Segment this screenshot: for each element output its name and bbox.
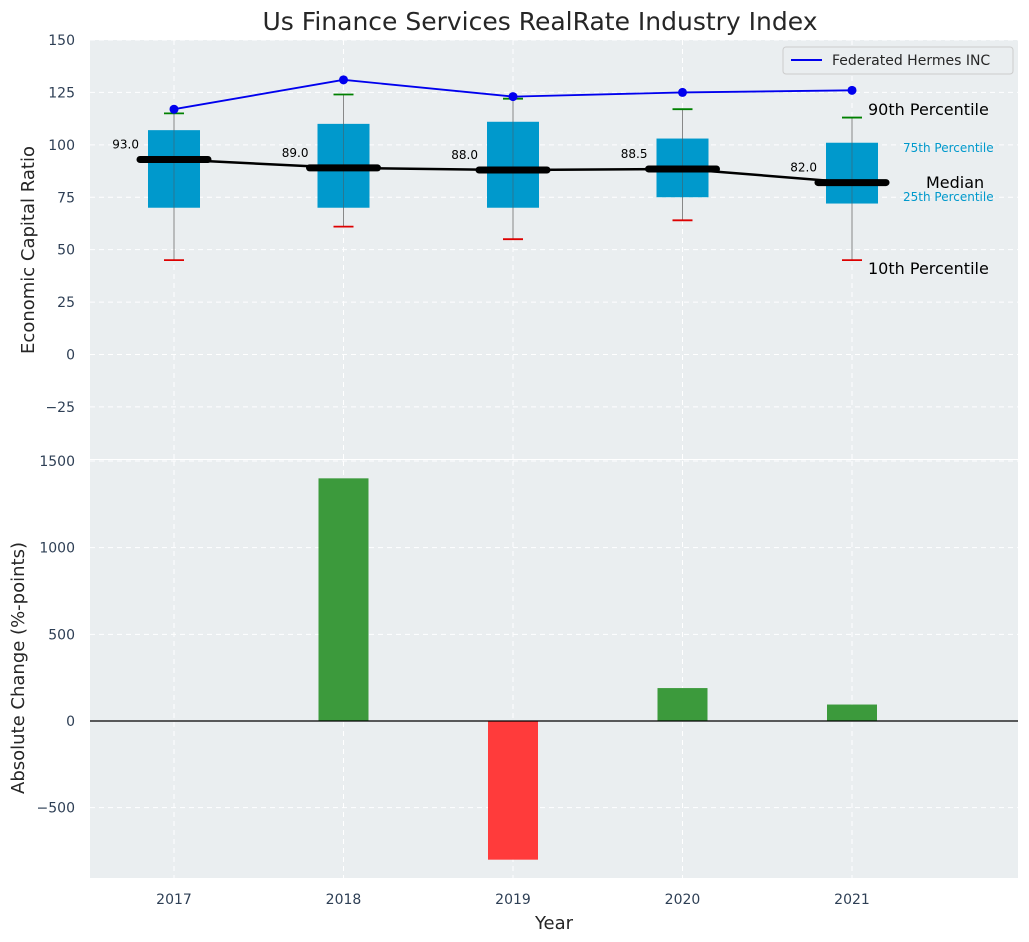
top-y-tick-label: 100 [48, 138, 75, 154]
top-y-tick-label: −25 [45, 400, 75, 416]
bottom-y-tick-label: −500 [37, 801, 75, 817]
bottom-y-tick-label: 500 [48, 627, 75, 643]
median-value-label: 89.0 [282, 146, 309, 160]
x-axis-label: Year [534, 913, 574, 934]
top-y-tick-labels: −25 0 25 50 75 100 125 150 [45, 33, 75, 416]
bottom-panel: −500 0 500 1000 1500 2017 2018 2019 2020 2021 Ab… [8, 454, 1018, 934]
bar-2018 [318, 478, 369, 721]
x-tick-label-2020: 2020 [665, 892, 701, 908]
annotation-p90: 90th Percentile [868, 100, 989, 119]
median-value-label: 82.0 [790, 161, 817, 175]
bottom-y-tick-label: 1000 [39, 541, 75, 557]
bottom-panel-background [90, 460, 1018, 878]
chart-title: Us Finance Services RealRate Industry In… [263, 7, 818, 36]
median-trend [140, 158, 886, 184]
median-value-label: 88.5 [621, 147, 648, 161]
top-y-tick-label: 50 [57, 243, 75, 259]
legend-label-company: Federated Hermes INC [832, 53, 990, 69]
top-y-axis-label: Economic Capital Ratio [18, 146, 39, 354]
bottom-y-tick-label: 0 [66, 714, 75, 730]
top-panel: −25 0 25 50 75 100 125 150 93.0 89.0 88.0 88.5 82.0… [18, 33, 1018, 459]
annotation-median: Median [926, 173, 984, 192]
top-y-tick-label: 0 [66, 348, 75, 364]
median-value-label: 88.0 [451, 148, 478, 162]
legend-box [782, 46, 1014, 75]
bottom-y-tick-labels: −500 0 500 1000 1500 [37, 454, 75, 817]
company-point-2020 [678, 87, 687, 97]
company-point-2018 [339, 75, 348, 85]
legend: Federated Hermes INC [782, 46, 1014, 75]
top-y-tick-label: 25 [57, 295, 75, 311]
annotation-p25: 25th Percentile [903, 190, 994, 204]
top-y-tick-label: 150 [48, 33, 75, 49]
x-tick-label-2018: 2018 [326, 892, 362, 908]
company-point-2019 [508, 92, 518, 102]
bottom-y-tick-label: 1500 [39, 454, 75, 470]
x-tick-label-2021: 2021 [834, 892, 870, 908]
annotation-p75: 75th Percentile [903, 141, 994, 155]
bottom-y-axis-label: Absolute Change (%-points) [8, 542, 29, 794]
company-series [169, 75, 857, 114]
x-tick-labels: 2017 2018 2019 2020 2021 [156, 892, 870, 908]
annotation-p10: 10th Percentile [868, 259, 989, 278]
percentile-annotations: 90th Percentile 75th Percentile Median 2… [868, 100, 994, 278]
x-tick-label-2017: 2017 [156, 892, 192, 908]
company-point-2017 [169, 104, 179, 114]
bar-2019 [488, 721, 538, 860]
x-tick-label-2019: 2019 [495, 892, 531, 908]
company-point-2021 [847, 85, 857, 95]
bar-2021 [827, 704, 877, 721]
change-bars [318, 478, 877, 860]
bar-2020 [657, 688, 708, 721]
top-y-tick-label: 125 [48, 85, 75, 101]
median-line [140, 158, 886, 184]
box-plots: 93.0 89.0 88.0 88.5 82.0 [112, 93, 890, 262]
median-value-label: 93.0 [112, 138, 139, 152]
top-y-tick-label: 75 [57, 190, 75, 206]
